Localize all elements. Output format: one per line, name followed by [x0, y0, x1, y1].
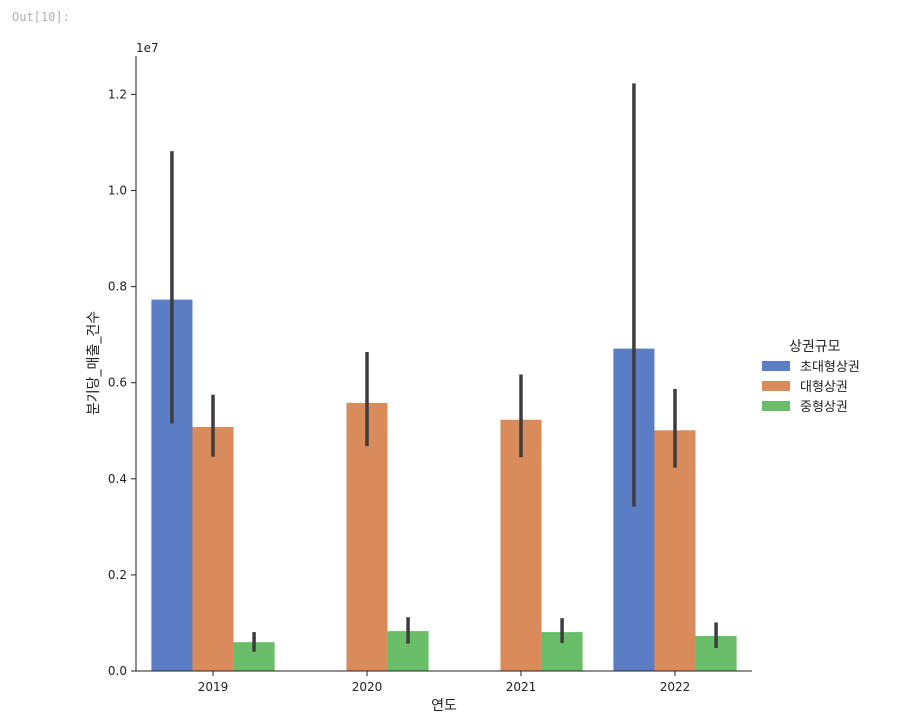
bar-대형상권-2020 — [346, 402, 388, 671]
y-tick-label: 0.8 — [108, 280, 127, 294]
y-tick-label: 0.2 — [108, 568, 127, 582]
y-tick-label: 0.0 — [108, 664, 127, 678]
x-tick-label: 2021 — [506, 680, 537, 694]
bar-대형상권-2022 — [654, 430, 696, 671]
output-prompt: Out[10]: — [12, 10, 70, 24]
x-ticks: 2019 2020 2021 2022 — [198, 671, 691, 694]
error-bars-layer — [170, 83, 718, 652]
x-tick-label: 2022 — [660, 680, 691, 694]
legend-swatch-중형상권 — [762, 401, 790, 411]
legend-swatch-대형상권 — [762, 381, 790, 391]
x-tick-label: 2020 — [352, 680, 383, 694]
y-tick-label: 1.0 — [108, 184, 127, 198]
legend-label-대형상권: 대형상권 — [800, 380, 848, 395]
bar-대형상권-2019 — [192, 426, 234, 671]
y-tick-label: 0.6 — [108, 376, 127, 390]
legend-title: 상권규모 — [789, 339, 841, 355]
bars-layer — [151, 299, 737, 671]
axes-layer — [135, 56, 752, 672]
y-axis-label: 분기당_매출_건수 — [86, 311, 102, 415]
x-tick-label: 2019 — [198, 680, 229, 694]
y-tick-label: 1.2 — [108, 87, 127, 101]
legend-label-초대형상권: 초대형상권 — [800, 360, 860, 375]
offset-label: 1e7 — [136, 41, 159, 55]
legend-swatch-초대형상권 — [762, 361, 790, 371]
y-tick-label: 0.4 — [108, 472, 127, 486]
x-axis-label: 연도 — [431, 698, 457, 714]
bar-대형상권-2021 — [500, 419, 542, 671]
legend-label-중형상권: 중형상권 — [800, 400, 848, 415]
y-ticks: 0.0 0.2 0.4 0.6 0.8 1.0 1.2 — [108, 87, 136, 678]
